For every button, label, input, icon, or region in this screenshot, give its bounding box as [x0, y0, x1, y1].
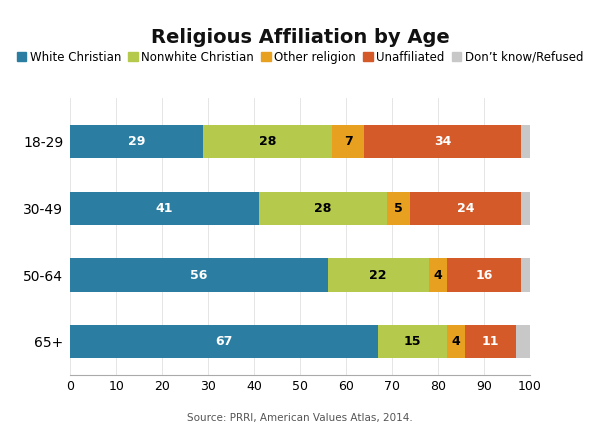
Bar — [70, 258, 328, 292]
Bar — [388, 192, 410, 225]
Text: 16: 16 — [475, 269, 493, 282]
Text: 4: 4 — [433, 269, 442, 282]
Legend: White Christian, Nonwhite Christian, Other religion, Unaffiliated, Don’t know/Re: White Christian, Nonwhite Christian, Oth… — [12, 46, 588, 68]
Text: 4: 4 — [452, 335, 461, 348]
Bar — [466, 325, 516, 358]
Text: 11: 11 — [482, 335, 499, 348]
Text: 56: 56 — [190, 269, 208, 282]
Text: 15: 15 — [404, 335, 421, 348]
Bar — [332, 125, 364, 159]
Bar — [428, 258, 447, 292]
Bar — [410, 192, 521, 225]
Title: Religious Affiliation by Age: Religious Affiliation by Age — [151, 28, 449, 47]
Bar — [328, 258, 428, 292]
Text: 28: 28 — [314, 202, 332, 215]
Text: 29: 29 — [128, 135, 146, 148]
Text: 34: 34 — [434, 135, 451, 148]
Bar — [203, 125, 332, 159]
Bar — [521, 125, 530, 159]
Text: 28: 28 — [259, 135, 277, 148]
Text: 22: 22 — [370, 269, 387, 282]
Text: 41: 41 — [155, 202, 173, 215]
Bar — [521, 258, 530, 292]
Text: 24: 24 — [457, 202, 474, 215]
Bar — [447, 325, 466, 358]
Bar — [259, 192, 388, 225]
Text: 67: 67 — [215, 335, 233, 348]
Bar — [70, 192, 259, 225]
Bar — [70, 125, 203, 159]
Bar — [70, 325, 378, 358]
Bar — [447, 258, 521, 292]
Text: 7: 7 — [344, 135, 353, 148]
Bar — [516, 325, 530, 358]
Text: Source: PRRI, American Values Atlas, 2014.: Source: PRRI, American Values Atlas, 201… — [187, 413, 413, 423]
Bar — [521, 192, 530, 225]
Bar — [364, 125, 521, 159]
Text: 5: 5 — [394, 202, 403, 215]
Bar — [378, 325, 447, 358]
